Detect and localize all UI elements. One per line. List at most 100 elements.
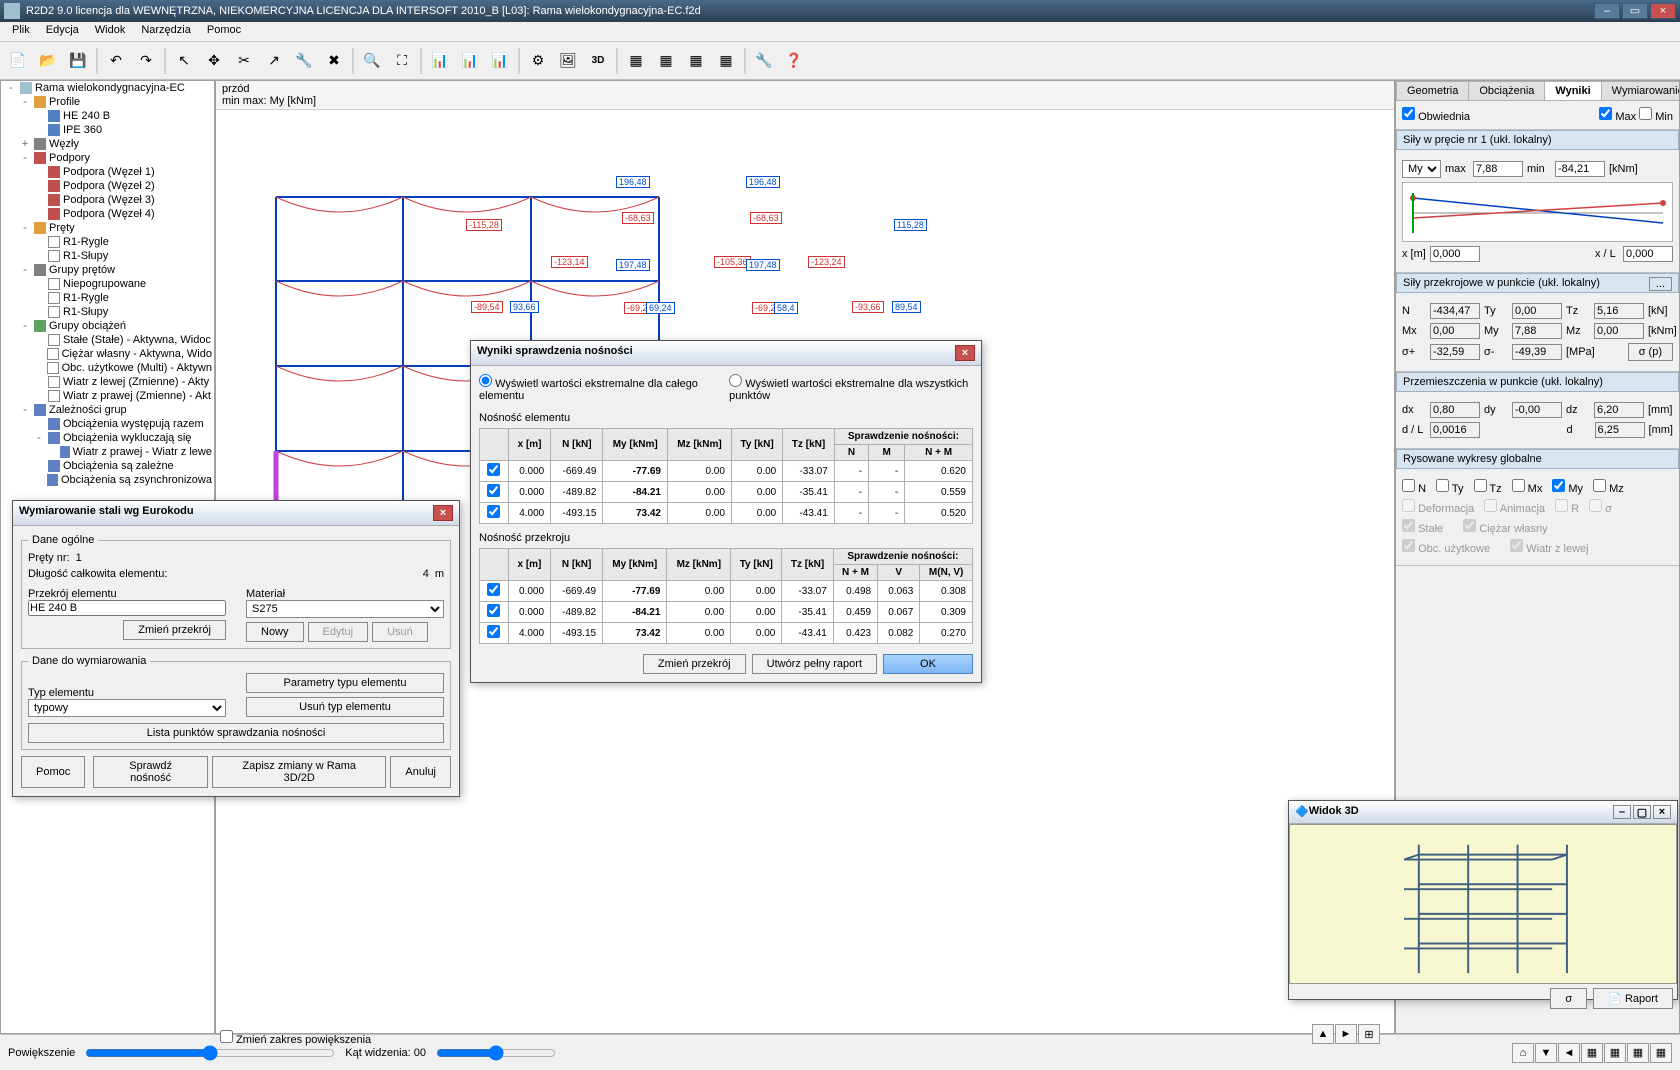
- min-value[interactable]: [1555, 161, 1605, 177]
- tree-node[interactable]: Obc. użytkowe (Multi) - Aktywn: [1, 361, 214, 375]
- angle-slider[interactable]: [436, 1045, 556, 1061]
- tool-redo-icon[interactable]: ↷: [132, 47, 160, 75]
- view3d-max-button[interactable]: ▢: [1633, 805, 1651, 819]
- tool-new-icon[interactable]: 📄: [4, 47, 32, 75]
- tool-image-icon[interactable]: 🖼: [554, 47, 582, 75]
- tab-wymiarowanie[interactable]: Wymiarowanie: [1601, 81, 1680, 100]
- tree-node[interactable]: Podpora (Węzeł 4): [1, 207, 214, 221]
- tool-diagram2-icon[interactable]: 📊: [456, 47, 484, 75]
- tree-node[interactable]: IPE 360: [1, 123, 214, 137]
- tool-measure-icon[interactable]: ✂: [230, 47, 258, 75]
- tree-node[interactable]: -Rama wielokondygnacyjna-EC: [1, 81, 214, 95]
- tree-node[interactable]: -Obciążenia wykluczają się: [1, 431, 214, 445]
- tree-node[interactable]: Obciążenia występują razem: [1, 417, 214, 431]
- tool-zoom-in-icon[interactable]: 🔍: [358, 47, 386, 75]
- usun-typ-button[interactable]: Usuń typ elementu: [246, 697, 444, 717]
- maximize-button[interactable]: ▭: [1622, 3, 1648, 19]
- lista-punktow-button[interactable]: Lista punktów sprawdzania nośności: [28, 723, 444, 743]
- view3d-raport-button[interactable]: 📄 Raport: [1593, 988, 1673, 1009]
- edytuj-button[interactable]: Edytuj: [308, 622, 369, 642]
- tree-node[interactable]: Stałe (Stałe) - Aktywna, Widoc: [1, 333, 214, 347]
- tool-table4-icon[interactable]: ▦: [712, 47, 740, 75]
- tree-node[interactable]: -Profile: [1, 95, 214, 109]
- force-select[interactable]: My: [1402, 160, 1441, 178]
- sprawdz-button[interactable]: Sprawdź nośność: [93, 756, 208, 788]
- tree-node[interactable]: -Grupy prętów: [1, 263, 214, 277]
- menu-plik[interactable]: Plik: [4, 22, 38, 41]
- view3d-min-button[interactable]: –: [1613, 805, 1631, 819]
- tab-obciazenia[interactable]: Obciążenia: [1468, 81, 1545, 100]
- tool-undo-icon[interactable]: ↶: [102, 47, 130, 75]
- tool-3d-icon[interactable]: 3D: [584, 47, 612, 75]
- tab-wyniki[interactable]: Wyniki: [1544, 81, 1601, 100]
- tree-node[interactable]: R1-Rygle: [1, 291, 214, 305]
- radio-calego[interactable]: Wyświetl wartości ekstremalne dla całego…: [479, 374, 709, 402]
- sigma-p-button[interactable]: σ (p): [1628, 343, 1673, 361]
- nav-up-icon[interactable]: ▲: [1312, 1024, 1334, 1044]
- max-checkbox[interactable]: Max: [1599, 111, 1636, 123]
- tree-node[interactable]: R1-Rygle: [1, 235, 214, 249]
- tree-node[interactable]: R1-Słupy: [1, 305, 214, 319]
- tree-node[interactable]: +Węzły: [1, 137, 214, 151]
- tree-node[interactable]: Niepogrupowane: [1, 277, 214, 291]
- zmien-przekroj2-button[interactable]: Zmień przekrój: [643, 654, 746, 674]
- pomoc-button[interactable]: Pomoc: [21, 756, 85, 788]
- tool-select-icon[interactable]: ↖: [170, 47, 198, 75]
- tree-node[interactable]: Wiatr z prawej (Zmienne) - Akt: [1, 389, 214, 403]
- dialog1-close-button[interactable]: ×: [433, 505, 453, 521]
- tree-node[interactable]: Obciążenia są zależne: [1, 459, 214, 473]
- tree-node[interactable]: HE 240 B: [1, 109, 214, 123]
- zapisz-button[interactable]: Zapisz zmiany w Rama 3D/2D: [212, 756, 386, 788]
- view3d-canvas[interactable]: [1289, 824, 1677, 984]
- tool-picker-icon[interactable]: ↗: [260, 47, 288, 75]
- param-typ-button[interactable]: Parametry typu elementu: [246, 673, 444, 693]
- tool-settings-icon[interactable]: 🔧: [750, 47, 778, 75]
- tool-diagram1-icon[interactable]: 📊: [426, 47, 454, 75]
- nav-home-icon[interactable]: ⌂: [1512, 1043, 1534, 1063]
- tool-wrench-icon[interactable]: 🔧: [290, 47, 318, 75]
- tool-diagram3-icon[interactable]: 📊: [486, 47, 514, 75]
- tree-node[interactable]: -Podpory: [1, 151, 214, 165]
- max-value[interactable]: [1473, 161, 1523, 177]
- tool-zoom-fit-icon[interactable]: ⛶: [388, 47, 416, 75]
- ok-button[interactable]: OK: [883, 654, 973, 674]
- tool-help-icon[interactable]: ❓: [780, 47, 808, 75]
- minimize-button[interactable]: –: [1594, 3, 1620, 19]
- tree-node[interactable]: -Zależności grup: [1, 403, 214, 417]
- menu-narzedzia[interactable]: Narzędzia: [133, 22, 199, 41]
- tool-open-icon[interactable]: 📂: [34, 47, 62, 75]
- tab-geometria[interactable]: Geometria: [1396, 81, 1469, 100]
- tool-delete-icon[interactable]: ✖: [320, 47, 348, 75]
- menu-edycja[interactable]: Edycja: [38, 22, 87, 41]
- tree-node[interactable]: Podpora (Węzeł 2): [1, 179, 214, 193]
- nav-view4-icon[interactable]: ▦: [1650, 1043, 1672, 1063]
- anuluj-button[interactable]: Anuluj: [390, 756, 451, 788]
- view3d-sigma-button[interactable]: σ: [1550, 988, 1587, 1009]
- nav-down-icon[interactable]: ▼: [1535, 1043, 1557, 1063]
- tree-node[interactable]: -Pręty: [1, 221, 214, 235]
- tool-pan-icon[interactable]: ✥: [200, 47, 228, 75]
- radio-wszystkich[interactable]: Wyświetl wartości ekstremalne dla wszyst…: [729, 374, 973, 402]
- menu-pomoc[interactable]: Pomoc: [199, 22, 249, 41]
- nav-view2-icon[interactable]: ▦: [1604, 1043, 1626, 1063]
- tree-node[interactable]: Ciężar własny - Aktywna, Wido: [1, 347, 214, 361]
- zoom-slider[interactable]: [85, 1045, 335, 1061]
- xm-input[interactable]: [1430, 246, 1480, 262]
- nowy-button[interactable]: Nowy: [246, 622, 304, 642]
- nav-left-icon[interactable]: ◄: [1558, 1043, 1580, 1063]
- menu-widok[interactable]: Widok: [87, 22, 134, 41]
- typ-select[interactable]: typowy: [28, 699, 226, 717]
- przekroj-input[interactable]: [28, 600, 226, 616]
- dialog2-close-button[interactable]: ×: [955, 345, 975, 361]
- utworz-raport-button[interactable]: Utwórz pełny raport: [752, 654, 877, 674]
- zmien-przekroj-button[interactable]: Zmień przekrój: [123, 620, 226, 640]
- tree-node[interactable]: Wiatr z prawej - Wiatr z lewe: [1, 445, 214, 459]
- tool-table2-icon[interactable]: ▦: [652, 47, 680, 75]
- nav-right-icon[interactable]: ►: [1335, 1024, 1357, 1044]
- material-select[interactable]: S275: [246, 600, 444, 618]
- tool-calc-icon[interactable]: ⚙: [524, 47, 552, 75]
- tool-table1-icon[interactable]: ▦: [622, 47, 650, 75]
- tool-save-icon[interactable]: 💾: [64, 47, 92, 75]
- usun-button[interactable]: Usuń: [372, 622, 428, 642]
- section-expand-button[interactable]: ...: [1649, 277, 1672, 291]
